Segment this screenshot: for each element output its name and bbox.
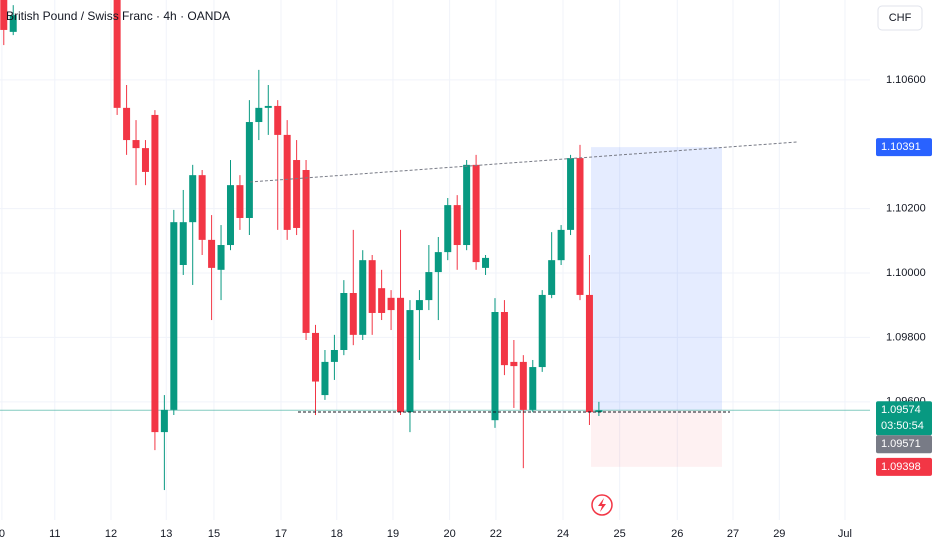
candle-body [264,105,272,108]
drawings [0,147,870,467]
x-tick-label: Jul [838,528,852,540]
candle-body [226,185,234,246]
candle-body [567,158,575,230]
candle-body [576,158,584,295]
y-tick-label: 1.10600 [886,74,926,86]
y-tick-label: 1.10000 [886,267,926,279]
candle-body [397,297,405,413]
price-badge-label: 1.09571 [881,438,921,450]
candle-body [529,367,537,410]
candle-body [123,107,131,141]
candle-body [444,205,452,253]
candle-body [321,361,329,396]
candle-body [141,148,149,172]
countdown-label: 03:50:54 [881,420,924,432]
x-tick-label: 15 [208,528,220,540]
candle-body [170,222,178,410]
candle-body [359,260,367,335]
candle-body [453,205,461,246]
chart-title: British Pound / Swiss Franc · 4h · OANDA [6,9,230,23]
candle-body [368,260,376,313]
currency-label[interactable]: CHF [889,12,912,24]
x-tick-label: 11 [49,528,60,540]
candle-body [585,294,593,413]
candle-body [463,164,471,246]
candle-body [340,293,348,350]
candle-body [0,0,8,30]
candle-body [217,245,225,270]
candle-body [189,175,197,223]
x-tick-label: 26 [671,528,683,540]
x-tick-label: 17 [275,528,287,540]
y-tick-label: 1.09800 [886,331,926,343]
candle-body [179,222,187,265]
candle-body [330,349,338,362]
last-price-badge [876,401,932,436]
candle-body [548,260,556,295]
event-icon[interactable] [591,494,613,516]
candle-body [557,229,565,261]
candle-body [293,160,301,228]
x-tick-label: 27 [727,528,739,540]
candle-body [472,164,480,263]
last-price-label: 1.09574 [881,404,921,416]
x-tick-label: 18 [331,528,343,540]
candle-body [274,105,282,135]
candle-body [312,332,320,382]
x-tick-label: 24 [557,528,569,540]
axes: 1.106001.102001.100001.098001.0960001112… [0,74,932,540]
price-badge [876,435,932,454]
candle-body [415,300,423,311]
candle-body [500,312,508,366]
candle-body [387,297,395,311]
x-tick-label: 29 [773,528,785,540]
candle-body [208,239,216,268]
x-tick-label: 22 [490,528,502,540]
stop-zone [591,410,722,467]
candle-body [113,0,121,108]
candle-body [378,288,386,313]
candle-body [198,175,206,240]
candle-body [538,294,546,368]
x-tick-label: 20 [444,528,456,540]
target-zone [591,147,722,411]
candle-body [491,312,499,421]
candle-body [434,252,442,273]
x-tick-label: 12 [105,528,117,540]
x-tick-label: 0 [0,528,5,540]
currency-box[interactable] [877,5,923,31]
trend-line [249,141,798,183]
candle-body [519,361,527,410]
candle-body [302,170,310,333]
candle-body [132,140,140,149]
candle-body [255,107,263,123]
candle-body [245,122,253,218]
price-badge-label: 1.10391 [881,141,921,153]
candles [0,0,603,491]
candle-body [9,15,17,32]
price-badge [876,457,932,476]
candle-body [283,134,291,230]
candle-body [425,272,433,301]
price-badge-label: 1.09398 [881,461,921,473]
candle-body [160,409,168,433]
candle-body [151,114,159,433]
y-tick-label: 1.10200 [886,203,926,215]
price-badge [876,138,932,157]
candle-body [236,185,244,218]
x-tick-label: 13 [160,528,172,540]
candle-body [595,410,603,413]
candle-body [482,257,490,268]
x-tick-label: 25 [614,528,626,540]
x-tick-label: 19 [387,528,399,540]
event-bolt[interactable] [598,498,606,512]
candle-body [406,310,414,413]
candle-body [510,361,518,367]
grid [0,0,870,520]
candle-body [349,293,357,335]
